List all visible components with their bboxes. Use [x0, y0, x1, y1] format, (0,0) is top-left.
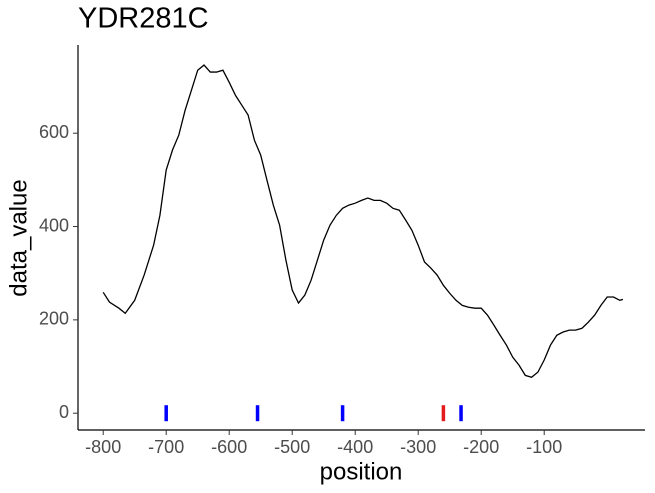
x-axis-label: position	[320, 458, 403, 485]
x-tick-label: -600	[211, 437, 247, 457]
y-tick-label: 600	[39, 122, 69, 142]
y-tick-label: 200	[39, 309, 69, 329]
chart-title: YDR281C	[78, 3, 209, 35]
x-tick-label: -800	[85, 437, 121, 457]
x-tick-label: -200	[463, 437, 499, 457]
x-tick-label: -100	[526, 437, 562, 457]
x-tick-label: -300	[400, 437, 436, 457]
y-axis-label: data_value	[5, 179, 32, 296]
y-tick-label: 400	[39, 215, 69, 235]
x-tick-label: -400	[337, 437, 373, 457]
y-tick-label: 0	[59, 402, 69, 422]
data-line	[102, 64, 624, 378]
x-tick-label: -500	[274, 437, 310, 457]
x-tick-label: -700	[148, 437, 184, 457]
